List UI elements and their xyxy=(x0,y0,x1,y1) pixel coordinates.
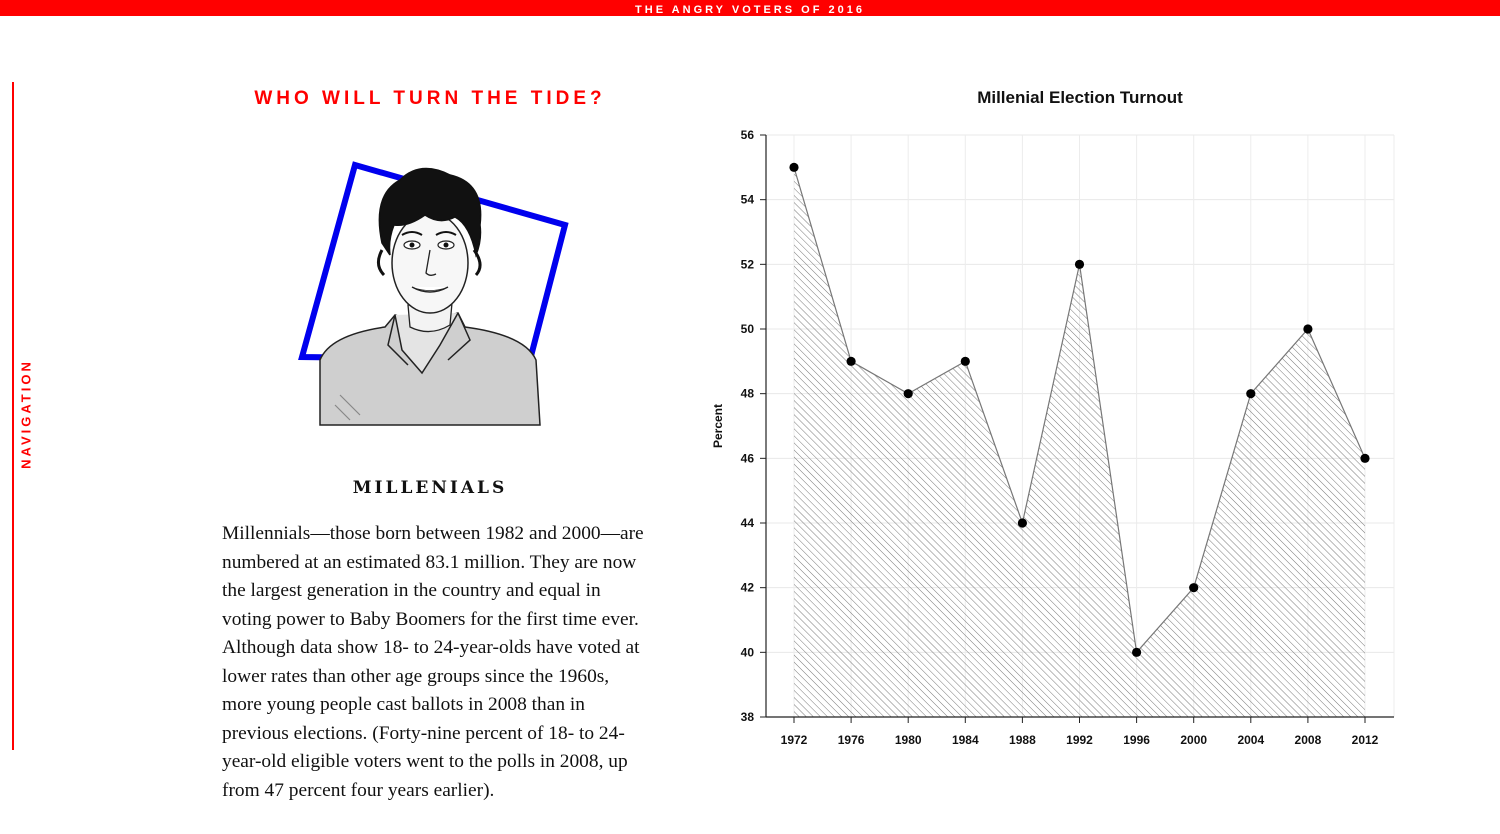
x-tick-label: 1972 xyxy=(781,733,808,747)
y-tick-label: 52 xyxy=(741,257,755,271)
y-tick-label: 38 xyxy=(741,710,755,724)
data-point-2008[interactable] xyxy=(1303,324,1313,334)
data-point-2000[interactable] xyxy=(1189,583,1199,593)
x-tick-label: 1976 xyxy=(838,733,865,747)
y-tick-label: 50 xyxy=(741,322,755,336)
data-point-1972[interactable] xyxy=(789,162,799,172)
y-tick-label: 46 xyxy=(741,451,755,465)
y-tick-labels: 38 40 42 44 46 48 50 52 54 56 xyxy=(741,128,766,724)
data-point-1992[interactable] xyxy=(1074,259,1085,269)
data-point-1980[interactable] xyxy=(903,389,913,399)
y-tick-label: 54 xyxy=(741,193,755,207)
data-point-1976[interactable] xyxy=(846,356,856,366)
x-tick-label: 1980 xyxy=(895,733,922,747)
generation-description: Millennials—those born between 1982 and … xyxy=(222,523,644,801)
portrait-face xyxy=(391,212,469,314)
y-tick-label: 56 xyxy=(741,128,755,142)
x-tick-label: 2012 xyxy=(1352,733,1379,747)
data-point-2004[interactable] xyxy=(1246,389,1256,399)
x-tick-label: 1988 xyxy=(1009,733,1036,747)
top-banner: THE ANGRY VOTERS OF 2016 xyxy=(0,0,1500,16)
generation-name: MILLENIALS xyxy=(352,478,508,498)
x-tick-label: 2004 xyxy=(1237,733,1264,747)
data-point-2012[interactable] xyxy=(1360,453,1370,463)
x-tick-labels: 1972 1976 1980 1984 1988 1992 1996 2000 2004 2008… xyxy=(781,717,1379,747)
x-tick-label: 2008 xyxy=(1295,733,1322,747)
data-points xyxy=(789,162,1370,657)
millenial-portrait-illustration xyxy=(298,161,569,426)
section-heading: WHO WILL TURN THE TIDE? xyxy=(254,88,606,109)
navigation-rule xyxy=(12,82,14,750)
y-tick-label: 48 xyxy=(741,387,755,401)
turnout-area xyxy=(794,167,1365,718)
x-tick-label: 2000 xyxy=(1180,733,1207,747)
y-tick-label: 40 xyxy=(741,645,755,659)
navigation-toggle[interactable]: NAVIGATION xyxy=(18,359,34,469)
x-tick-label: 1992 xyxy=(1066,733,1093,747)
data-point-1988[interactable] xyxy=(1017,518,1027,528)
y-tick-label: 42 xyxy=(741,581,755,595)
data-point-1984[interactable] xyxy=(960,356,970,366)
y-tick-label: 44 xyxy=(741,516,755,530)
x-tick-label: 1984 xyxy=(952,733,979,747)
x-tick-label: 1996 xyxy=(1123,733,1150,747)
chart-title: Millenial Election Turnout xyxy=(977,88,1183,107)
turnout-chart: 38 40 42 44 46 48 50 52 54 56 1972 1976 1980 1984 198… xyxy=(711,128,1395,747)
site-title[interactable]: THE ANGRY VOTERS OF 2016 xyxy=(635,4,865,16)
data-point-1996[interactable] xyxy=(1132,647,1142,657)
y-axis-title: Percent xyxy=(711,404,725,448)
